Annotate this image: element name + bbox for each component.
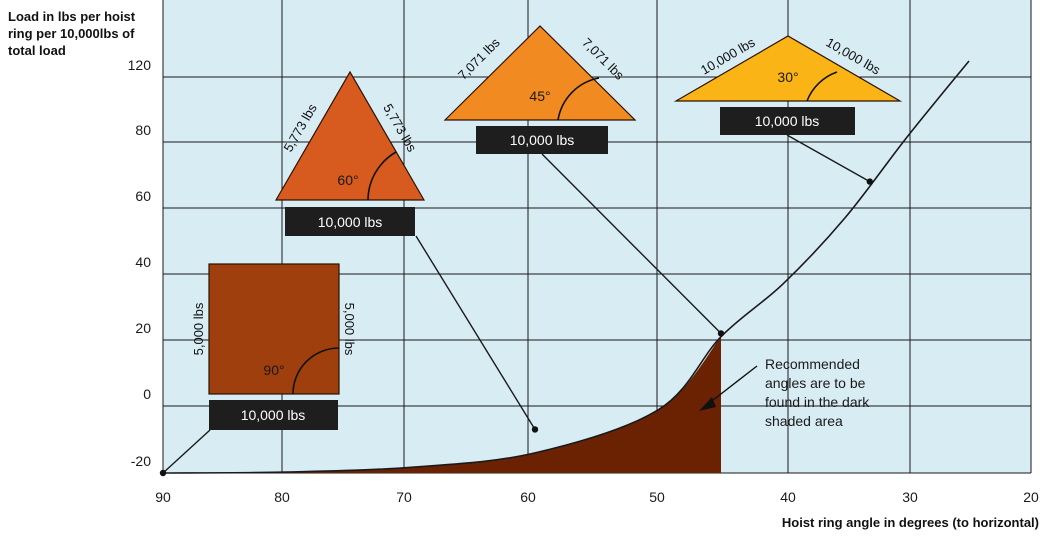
y-tick-label: 120 xyxy=(128,57,152,73)
curve-marker xyxy=(159,469,167,477)
callout-line xyxy=(162,429,211,474)
x-tick-label: 30 xyxy=(902,489,918,505)
y-tick-label: -20 xyxy=(131,453,151,469)
diagram-30-load-box xyxy=(720,107,855,135)
diagram-30-angle-arc xyxy=(806,71,838,102)
annotation-arrow-head xyxy=(699,397,716,411)
y-axis-title: Load in lbs per hoist ring per 10,000lbs… xyxy=(8,9,136,58)
diagram-90-load-box xyxy=(209,400,338,430)
diagram-90-angle: 90° xyxy=(263,362,284,378)
callout-line xyxy=(786,134,871,183)
diagram-90-load-label: 10,000 lbs xyxy=(241,407,306,423)
y-tick-label: 20 xyxy=(135,320,151,336)
recommended-shaded-area xyxy=(163,336,721,473)
annotation-line-2: angles are to be xyxy=(765,375,866,391)
x-tick-label: 80 xyxy=(274,489,290,505)
diagram-45-angle: 45° xyxy=(529,88,550,104)
annotation-line-1: Recommended xyxy=(765,356,860,372)
diagram-60-shape xyxy=(274,70,426,201)
diagram-30-shape xyxy=(673,35,903,102)
curve-marker xyxy=(531,426,539,433)
load-curve xyxy=(162,60,970,474)
diagram-60-angle-arc xyxy=(367,151,397,201)
diagram-60-load-label: 10,000 lbs xyxy=(318,214,383,230)
diagram-30-angle: 30° xyxy=(777,69,798,85)
diagram-45-angle-arc xyxy=(557,77,600,121)
diagram-60-load-box xyxy=(285,207,415,236)
x-tick-label: 50 xyxy=(649,489,665,505)
diagram-90-angle-arc xyxy=(292,347,340,395)
diagram-60-angle: 60° xyxy=(337,172,358,188)
y-tick-label: 80 xyxy=(135,122,151,138)
callout-line xyxy=(541,153,722,334)
x-axis-title: Hoist ring angle in degrees (to horizont… xyxy=(781,515,1039,530)
diagram-90-right-force: 5,000 lbs xyxy=(342,303,357,356)
callout-line xyxy=(415,235,536,430)
diagram-30-load-label: 10,000 lbs xyxy=(755,113,820,129)
diagram-90-shape xyxy=(208,263,340,395)
annotation-arrow-line xyxy=(707,365,758,405)
diagram-90-left-force: 5,000 lbs xyxy=(191,302,206,355)
x-tick-label: 90 xyxy=(155,489,171,505)
y-tick-label: 60 xyxy=(135,188,151,204)
y-tick-label: 40 xyxy=(135,254,151,270)
x-tick-label: 40 xyxy=(780,489,796,505)
y-tick-labels: -20 0 20 40 60 80 120 xyxy=(128,57,152,469)
x-tick-label: 60 xyxy=(520,489,536,505)
annotation: Recommended angles are to be found in th… xyxy=(699,356,870,429)
x-tick-label: 70 xyxy=(396,489,412,505)
annotation-line-4: shaded area xyxy=(765,413,843,429)
curve-marker xyxy=(866,178,873,185)
x-tick-labels: 90 80 70 60 50 40 30 20 xyxy=(155,489,1039,505)
curve-marker xyxy=(717,330,725,337)
diagram-45-load-label: 10,000 lbs xyxy=(510,132,575,148)
diagram-45-load-box xyxy=(476,126,608,154)
diagram-90: 90° 5,000 lbs 5,000 lbs 10,000 lbs xyxy=(191,263,357,430)
diagram-60: 60° 5,773 lbs 5,773 lbs 10,000 lbs xyxy=(274,70,426,236)
annotation-line-3: found in the dark xyxy=(765,394,870,410)
x-tick-label: 20 xyxy=(1023,489,1039,505)
y-tick-label: 0 xyxy=(143,386,151,402)
curve-markers xyxy=(159,178,873,477)
diagram-45-shape xyxy=(443,25,637,121)
callout-lines xyxy=(162,134,871,474)
